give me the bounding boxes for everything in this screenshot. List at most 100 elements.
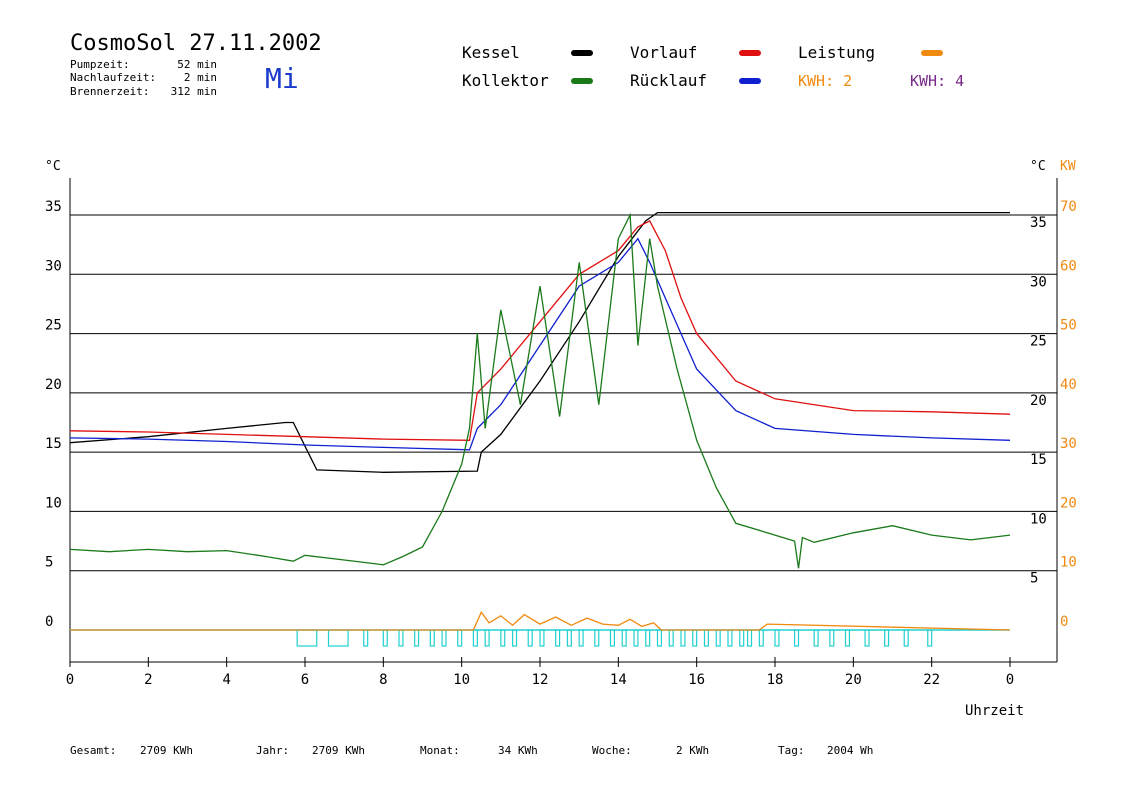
pump-cycle-37 (844, 629, 851, 647)
legend-leistung-label: Leistung (798, 43, 875, 62)
series-line-1 (69, 220, 1011, 441)
legend-kwh1: KWH: 2 (798, 72, 852, 90)
pump-cycle-3 (382, 629, 388, 647)
legend-ruecklauf-label: Rücklauf (630, 71, 707, 90)
series-line-4 (70, 610, 1011, 631)
footer-value-gesamt: 2709 KWh (140, 744, 193, 757)
pump-cycle-32 (758, 629, 764, 647)
y-tick-left-15: 15 (45, 436, 62, 452)
pump-cycle-31 (746, 629, 753, 647)
footer-label-jahr: Jahr: (256, 744, 289, 757)
footer-value-monat: 34 KWh (498, 744, 538, 757)
y-tick-left-0: 0 (45, 614, 53, 630)
footer-value-jahr: 2709 KWh (312, 744, 365, 757)
pump-cycle-0 (296, 629, 318, 647)
y2-tick-10: 10 (1060, 555, 1077, 571)
pump-cycle-5 (414, 629, 420, 647)
stat-value-1: 2 min (184, 71, 217, 84)
y2-tick-50: 50 (1060, 318, 1077, 334)
pump-cycle-35 (813, 629, 819, 647)
footer-value-tag: 2004 Wh (827, 744, 873, 757)
pump-cycle-4 (398, 629, 404, 647)
y2-tick-40: 40 (1060, 377, 1077, 393)
x-tick-2: 4 (222, 672, 230, 688)
pump-cycle-30 (739, 629, 745, 647)
pump-cycle-18 (594, 629, 600, 647)
pump-cycle-16 (566, 629, 572, 647)
x-tick-9: 18 (767, 672, 784, 688)
chart-title: CosmoSol 27.11.2002 (70, 31, 322, 56)
x-axis-label: Uhrzeit (965, 703, 1024, 719)
day-label: Mi (265, 62, 299, 95)
series-line-3 (69, 212, 1011, 569)
y-tick-right-20: 20 (1030, 393, 1047, 409)
pump-cycle-12 (511, 629, 518, 647)
stat-label-0: Pumpzeit: (70, 58, 130, 71)
pump-cycle-13 (527, 629, 533, 647)
pump-cycle-1 (327, 629, 349, 647)
pump-cycle-9 (472, 629, 478, 647)
legend-kollektor-label: Kollektor (462, 71, 549, 90)
pump-cycle-10 (484, 629, 490, 647)
y-tick-left-35: 35 (45, 199, 62, 215)
x-tick-8: 16 (688, 672, 705, 688)
pump-cycle-39 (884, 629, 890, 647)
tick-labels: 0551010151520202525303035350102030405060… (45, 199, 1077, 688)
x-tick-10: 20 (845, 672, 862, 688)
y-tick-right-30: 30 (1030, 274, 1047, 290)
stat-value-0: 52 min (177, 58, 217, 71)
legend-kessel-label: Kessel (462, 43, 520, 62)
stat-label-1: Nachlaufzeit: (70, 71, 156, 84)
y-tick-right-15: 15 (1030, 452, 1047, 468)
pump-cycle-20 (621, 629, 627, 647)
pump-cycle-40 (903, 629, 909, 647)
pump-cycle-26 (692, 629, 698, 647)
pump-cycle-15 (555, 629, 561, 647)
y-tick-left-20: 20 (45, 377, 62, 393)
footer-label-gesamt: Gesamt: (70, 744, 116, 757)
y-tick-left-5: 5 (45, 555, 53, 571)
pump-cycle-38 (864, 629, 870, 647)
pump-cycle-17 (578, 629, 584, 647)
x-tick-4: 8 (379, 672, 387, 688)
x-tick-11: 22 (923, 672, 940, 688)
x-tick-7: 14 (610, 672, 627, 688)
footer-label-tag: Tag: (778, 744, 805, 757)
series-lines (69, 211, 1011, 631)
x-tick-12: 0 (1006, 672, 1014, 688)
y-tick-left-30: 30 (45, 258, 62, 274)
pump-cycle-22 (645, 629, 651, 647)
x-tick-5: 10 (453, 672, 470, 688)
y-tick-left-25: 25 (45, 318, 62, 334)
y-axis-label-left: °C (45, 159, 61, 174)
x-tick-3: 6 (301, 672, 309, 688)
pump-cycle-29 (727, 629, 733, 647)
pump-cycle-36 (829, 629, 835, 647)
y-axis-label-right: °C (1030, 159, 1046, 174)
stat-value-2: 312 min (171, 85, 217, 98)
series-line-0 (69, 211, 1010, 473)
stat-label-2: Brennerzeit: (70, 85, 149, 98)
pump-cycles (70, 629, 1010, 647)
pump-cycle-25 (680, 629, 686, 647)
x-tick-1: 2 (144, 672, 152, 688)
pump-cycle-8 (457, 629, 463, 647)
pump-cycle-2 (363, 629, 369, 647)
y2-tick-0: 0 (1060, 614, 1068, 630)
pump-cycle-34 (793, 629, 800, 647)
y-tick-left-10: 10 (45, 495, 62, 511)
grid-lines (70, 214, 1057, 572)
pump-cycle-28 (715, 629, 721, 647)
y-tick-right-35: 35 (1030, 215, 1047, 231)
pump-cycle-6 (429, 629, 435, 647)
y2-axis-label: KW (1060, 159, 1076, 174)
series-line-2 (69, 237, 1011, 451)
pump-cycle-27 (703, 629, 710, 647)
y-tick-right-5: 5 (1030, 571, 1038, 587)
footer-value-woche: 2 KWh (676, 744, 709, 757)
pump-cycle-23 (656, 629, 663, 647)
y2-tick-30: 30 (1060, 436, 1077, 452)
footer-label-monat: Monat: (420, 744, 460, 757)
x-tick-6: 12 (532, 672, 549, 688)
